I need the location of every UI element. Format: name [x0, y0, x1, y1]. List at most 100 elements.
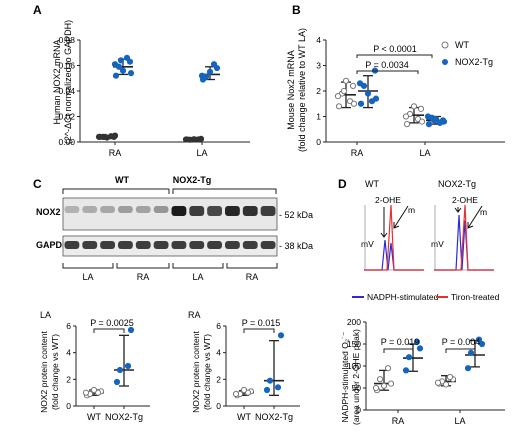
b-la-wt-point [402, 113, 410, 120]
d-p2: P = 0.004 [442, 337, 481, 347]
nox2-band [171, 206, 187, 216]
panel-a-points [95, 54, 221, 143]
c-ra-ytick-label: 2 [216, 374, 221, 384]
gapdh-band [135, 241, 151, 249]
panel-a-ytick-label: 0.00 [58, 137, 75, 147]
a-la-rep-point [182, 136, 190, 143]
nox2-band [118, 206, 133, 213]
panel-a-xtick-label: LA [196, 148, 207, 158]
panel-b-xtick-label: LA [419, 148, 430, 158]
d-ra-wt-point [372, 384, 380, 392]
b-la-wt-point [403, 121, 411, 128]
c-la-points [82, 326, 135, 399]
b-ra-tg-point [364, 90, 372, 97]
c-ra-xtick-label: WT [237, 412, 251, 422]
blot-row-nox2: NOX2 [36, 207, 61, 217]
trace-wt-title: WT [365, 179, 379, 189]
c-la-p: P = 0.0025 [90, 318, 134, 328]
b-ra-wt-point [340, 87, 348, 95]
blot-kda-38: - 38 kDa [279, 241, 313, 251]
b-ra-wt-point [335, 103, 343, 110]
nox2-band [153, 206, 169, 213]
legend-tg-label: NOX2-Tg [455, 57, 493, 67]
panel-b-bracket-1 [356, 70, 419, 74]
d-la-wt-point [442, 381, 450, 388]
trace-wt-m-arrow [393, 205, 409, 229]
panel-b-ytick-label: 3 [316, 61, 321, 71]
b-la-wt-point [417, 105, 425, 112]
a-ra-tg-point [117, 57, 125, 64]
c-la-bracket [93, 328, 125, 333]
d-la-tg-point [464, 365, 472, 372]
d-ra-wt-point [380, 382, 388, 389]
panel-a-axes: 0.00 0.02 0.04 0.06 0.08 RA LA [58, 35, 250, 158]
trace-tg-title: NOX2-Tg [438, 179, 476, 189]
trace-tg-peak-label: 2-OHE [452, 195, 478, 205]
c-la-ytick-label: 4 [66, 348, 71, 358]
c-la-ylabel: NOX2 protein content (fold change vs WT) [39, 330, 60, 412]
blot-nox2-membrane [62, 197, 278, 231]
panel-d-ytick-label: 200 [347, 317, 361, 327]
c-ra-tg-point [274, 384, 282, 391]
blot-group-tg: NOX2-Tg [173, 175, 212, 185]
b-ra-tg-point [357, 100, 365, 107]
d-ra-wt-point [387, 380, 395, 387]
c-ra-ylabel-line2: (fold change vs WT) [202, 334, 212, 410]
chromatogram-traces [364, 204, 494, 271]
blot-lane-3: LA [192, 272, 203, 282]
b-ra-wt-point [334, 93, 342, 100]
trace-tg-mv: mV [431, 239, 444, 249]
b-la-tg-point [425, 121, 433, 128]
panel-a-ytick-label: 0.04 [58, 86, 75, 96]
panel-a-ylabel-line1: Human NOX2 mRNA [52, 39, 62, 124]
gapdh-band [260, 241, 276, 249]
legend-nadph-label: NADPH-stimulated [367, 292, 439, 302]
d-axes: 0 50 100 150 200 RA LA [347, 317, 505, 426]
panel-b-bracket-2 [356, 54, 433, 58]
a-ra-tg-point [127, 70, 135, 77]
nox2-band [135, 206, 151, 213]
panel-b-ylabel: Mouse Nox2 mRNA (fold change relative to… [286, 28, 307, 152]
blot-lane-brackets [62, 263, 278, 269]
panel-b-ylabel-line1: Mouse Nox2 mRNA [286, 50, 296, 130]
panel-b-ylabel-line2: (fold change relative to WT LA) [297, 28, 307, 152]
trace-wt-mv: mV [361, 239, 374, 249]
panel-d-ytick-label: 100 [347, 361, 361, 371]
panel-a-ytick-label: 0.06 [58, 61, 75, 71]
legend-wt-marker [441, 41, 449, 49]
trace-tg-peak-arrow [454, 207, 462, 213]
d-ra-tg-point [413, 338, 421, 345]
gapdh-band [189, 241, 205, 249]
a-ra-rep-point [111, 132, 119, 139]
c-la-ytick-label: 2 [66, 374, 71, 384]
c-la-ylabel-line2: (fold change vs WT) [50, 334, 60, 410]
panel-b-axes: 0 1 2 3 4 RA LA [316, 35, 505, 158]
gapdh-band [207, 241, 222, 249]
nox2-band [225, 206, 240, 216]
blot-bracket-wt [62, 188, 170, 194]
b-ra-tg-point [372, 95, 380, 102]
d-bracket-1 [383, 348, 414, 353]
c-la-tg-point [116, 366, 124, 374]
d-ra-tg-point [402, 367, 410, 374]
panel-a-letter: A [33, 3, 42, 17]
panel-a-xtick-label: RA [109, 148, 122, 158]
gapdh-band [100, 241, 115, 249]
c-ra-wt-point [232, 390, 240, 398]
a-la-tg-point [210, 61, 218, 68]
gapdh-band [64, 241, 80, 249]
c-ra-title: RA [188, 310, 201, 320]
b-ra-tg-point [356, 80, 364, 87]
blot-lane-4: RA [246, 272, 259, 282]
c-la-xtick-label: NOX2-Tg [105, 412, 143, 422]
d-la-wt-point [434, 379, 442, 386]
gapdh-band [242, 241, 258, 249]
panel-b-p2: P < 0.0001 [373, 44, 417, 54]
c-ra-axes: 0 2 4 6 WT NOX2-Tg [216, 321, 300, 422]
gapdh-band [171, 241, 187, 249]
gapdh-band [118, 241, 133, 249]
d-points [372, 336, 486, 394]
b-la-tg-point [424, 113, 432, 120]
c-ra-ylabel: NOX2 protein content (fold change vs WT) [191, 330, 212, 412]
c-ra-ytick-label: 0 [216, 401, 221, 411]
